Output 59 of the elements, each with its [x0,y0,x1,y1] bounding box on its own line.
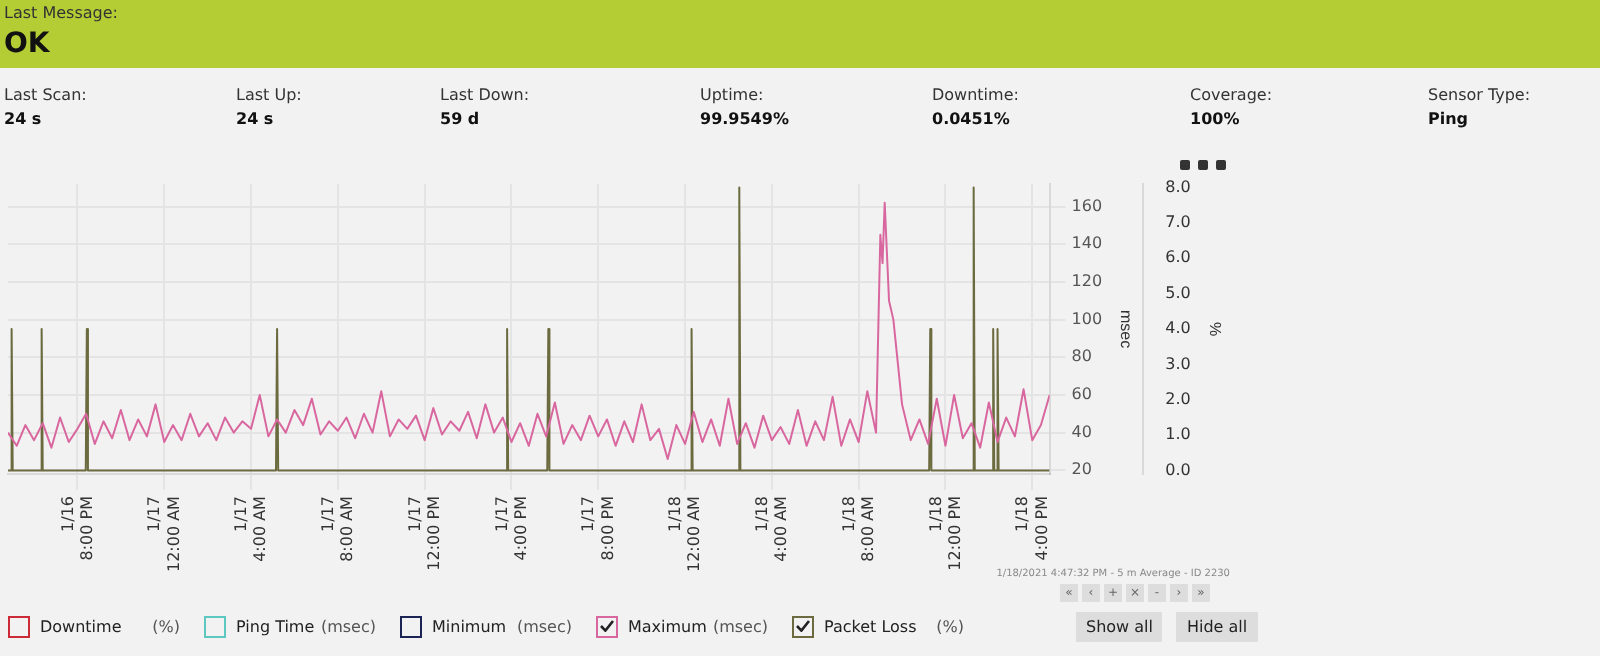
text: Downtime: [932,86,1019,104]
y2-tick-label: 8.0 [1165,177,1191,196]
text: (%) [152,618,180,636]
x-tick-label: 1/18 4:00 PM [1013,495,1051,561]
text: 99.9549% [700,110,789,128]
text: Coverage: [1190,86,1273,104]
x-tick-label: 1/18 8:00 AM [839,495,878,562]
text: 0.0451% [932,110,1010,128]
y2-tick-label: 0.0 [1165,460,1191,479]
text: Uptime: [700,86,764,104]
x-tick-label: 1/16 8:00 PM [58,495,96,561]
y-tick-label: 80 [1071,347,1092,366]
text: 100% [1190,110,1240,128]
x-tick-label: 1/17 12:00 AM [145,495,183,573]
y-tick-label: 120 [1071,272,1103,291]
text: (%) [936,618,964,636]
y2-axis-title: % [1205,321,1224,337]
y-tick-label: 60 [1071,385,1092,404]
text: OK [4,28,50,60]
x-tick-label: 1/17 8:00 PM [579,495,617,561]
text: (msec) [320,618,376,636]
x-tick-label: 1/17 12:00 PM [405,495,443,571]
legend-label: Maximum [628,618,707,636]
x-tick-label: 1/17 8:00 AM [319,495,357,562]
y-tick-label: 40 [1071,422,1092,441]
text: Ping [1428,110,1469,128]
y2-tick-label: 3.0 [1165,354,1191,373]
x-tick-label: 1/18 12:00 PM [926,495,964,571]
y2-tick-label: 1.0 [1165,425,1191,444]
legend-label: Downtime [40,618,122,636]
x-tick-label: 1/17 4:00 PM [492,495,530,561]
text: Last Down: [440,86,530,104]
legend-label: Minimum [432,618,507,636]
y-tick-label: 160 [1071,196,1103,215]
text: (msec) [516,618,572,636]
y2-tick-label: 6.0 [1165,248,1191,267]
legend-label: Ping Time [236,618,315,636]
text: Last Scan: [4,86,87,104]
text: 24 s [4,110,42,128]
text: Show all [1076,612,1163,642]
text: Last Message: [4,4,118,22]
text: Last Up: [236,86,302,104]
y2-tick-label: 7.0 [1165,213,1191,232]
x-tick-label: 1/18 4:00 AM [753,495,791,562]
x-tick-label: 1/17 4:00 AM [232,495,270,562]
y2-tick-label: 4.0 [1165,319,1191,338]
text: 24 s [236,110,274,128]
y-tick-label: 100 [1071,309,1103,328]
y-tick-label: 140 [1071,234,1103,253]
x-tick-label: 1/18 12:00 AM [666,495,704,573]
y-axis-title: msec [1117,309,1136,349]
text: (msec) [712,618,768,636]
y2-tick-label: 5.0 [1165,283,1191,302]
y-tick-label: 20 [1071,460,1092,479]
legend-label: Packet Loss [824,618,917,636]
y2-tick-label: 2.0 [1165,389,1191,408]
text: Sensor Type: [1428,86,1531,104]
text: Hide all [1176,612,1258,642]
text: 59 d [440,110,480,128]
